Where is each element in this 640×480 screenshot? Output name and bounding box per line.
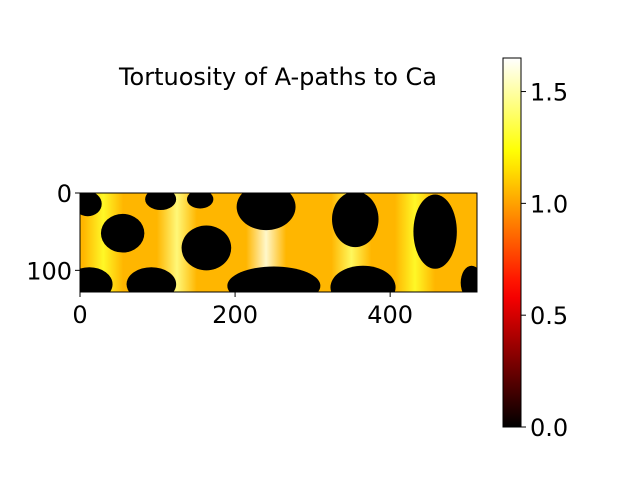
x-tick-label: 200 [212,301,258,329]
colorbar-tick-label: 0.5 [530,302,568,330]
y-tick-label: 100 [26,257,72,285]
pore-region [227,266,321,292]
colorbar-tick-label: 1.5 [530,79,568,107]
chart-title: Tortuosity of A-paths to Ca [118,63,437,91]
pore-region [460,265,477,292]
heatmap-frame [79,192,478,293]
pore-region [80,267,113,292]
colorbar-axis: 0.0 0.5 1.0 1.5 [521,79,568,442]
y-tick-label: 0 [57,180,72,208]
pore-region [126,267,177,292]
x-tick-label: 400 [367,301,413,329]
x-axis: 0 200 400 [72,292,413,329]
x-tick-label: 0 [72,301,87,329]
colorbar-tick-label: 0.0 [530,414,568,442]
colorbar [502,57,522,428]
colorbar-tick-label: 1.0 [530,190,568,218]
pore-region [181,225,232,271]
y-axis: 0 100 [26,180,80,285]
pore-region [413,194,457,269]
pore-region [80,193,102,217]
pore-region [236,193,296,231]
pore-region [187,193,214,209]
pore-region [100,213,145,253]
heatmap [80,193,477,292]
pore-region [332,193,379,248]
pore-region [145,193,177,211]
pore-region [330,265,396,292]
